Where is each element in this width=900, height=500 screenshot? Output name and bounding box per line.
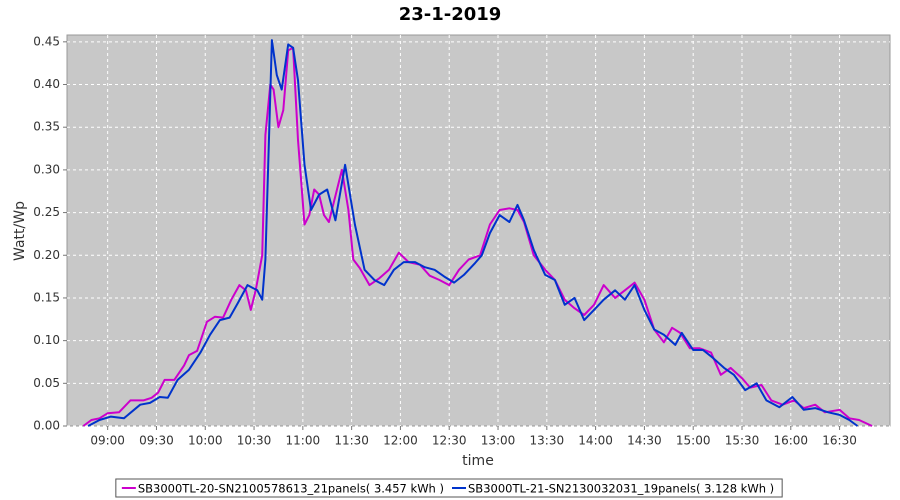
x-tick-label: 16:30: [822, 434, 857, 448]
legend-label: SB3000TL-21-SN2130032031_19panels( 3.128…: [468, 482, 774, 496]
x-tick-label: 11:30: [334, 434, 369, 448]
x-tick-label: 15:00: [676, 434, 711, 448]
legend-box: [115, 478, 783, 498]
x-axis-label: time: [462, 453, 494, 469]
legend-label: SB3000TL-20-SN2100578613_21panels( 3.457…: [138, 482, 444, 496]
x-tick-label: 11:00: [286, 434, 321, 448]
x-tick-label: 10:00: [188, 434, 223, 448]
x-tick-label: 09:00: [90, 434, 125, 448]
y-tick-label: 0.05: [33, 376, 60, 390]
y-tick-label: 0.20: [33, 248, 60, 262]
plot-area: [66, 34, 891, 427]
y-tick-label: 0.40: [33, 77, 60, 91]
x-tick-label: 09:30: [139, 434, 174, 448]
y-tick-label: 0.35: [33, 120, 60, 134]
x-tick-label: 14:00: [578, 434, 613, 448]
x-tick-label: 10:30: [237, 434, 272, 448]
y-tick-label: 0.30: [33, 162, 60, 176]
x-tick-label: 16:00: [773, 434, 808, 448]
y-tick-label: 0.00: [33, 419, 60, 433]
x-tick-label: 12:30: [432, 434, 467, 448]
y-tick-label: 0.15: [33, 290, 60, 304]
x-tick-label: 14:30: [627, 434, 662, 448]
x-tick-label: 13:00: [481, 434, 516, 448]
chart-title: 23-1-2019: [399, 4, 502, 25]
x-tick-label: 12:00: [383, 434, 418, 448]
y-tick-label: 0.45: [33, 34, 60, 48]
y-tick-label: 0.10: [33, 333, 60, 347]
x-tick-label: 15:30: [725, 434, 760, 448]
y-tick-label: 0.25: [33, 205, 60, 219]
y-axis-label: Watt/Wp: [12, 201, 28, 261]
legend: SB3000TL-20-SN2100578613_21panels( 3.457…: [115, 478, 783, 498]
series-line: [87, 39, 859, 427]
x-tick-label: 13:30: [530, 434, 565, 448]
